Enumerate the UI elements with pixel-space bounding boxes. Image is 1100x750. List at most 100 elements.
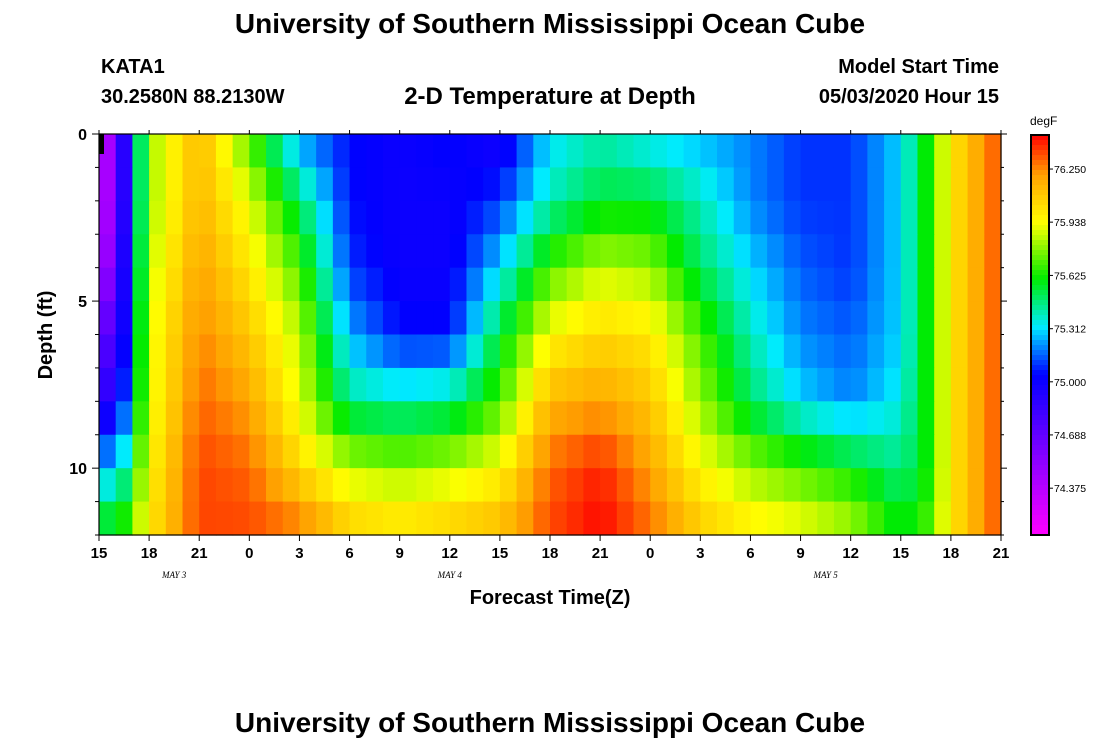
heatmap-cell xyxy=(416,167,434,202)
heatmap-cell xyxy=(666,334,685,369)
heatmap-cell xyxy=(666,267,685,302)
heatmap-cell xyxy=(382,234,401,269)
heatmap-cell xyxy=(199,367,217,402)
heatmap-cell xyxy=(449,200,468,235)
heatmap-cell xyxy=(316,301,334,336)
heatmap-cell xyxy=(550,234,568,269)
heatmap-cell xyxy=(132,200,150,235)
heatmap-cell xyxy=(783,468,802,503)
colorbar-swatch xyxy=(1031,300,1049,306)
colorbar-swatch xyxy=(1031,360,1049,366)
heatmap-cell xyxy=(115,234,133,269)
heatmap-cell xyxy=(717,200,735,235)
heatmap-cell xyxy=(249,468,267,503)
colorbar-swatch xyxy=(1031,245,1049,251)
heatmap-cell xyxy=(850,367,868,402)
heatmap-cell xyxy=(499,367,518,402)
heatmap-cell xyxy=(249,167,267,202)
colorbar-swatch xyxy=(1031,220,1049,226)
heatmap-cell xyxy=(783,134,802,169)
heatmap-cell xyxy=(817,234,835,269)
heatmap-cell xyxy=(683,167,701,202)
heatmap-cell xyxy=(967,301,985,336)
heatmap-cell xyxy=(967,334,985,369)
heatmap-cell xyxy=(800,501,818,536)
heatmap-cell xyxy=(132,367,150,402)
heatmap-cell xyxy=(917,501,935,536)
heatmap-cell xyxy=(433,167,451,202)
heatmap-cell xyxy=(717,468,735,503)
heatmap-cell xyxy=(182,434,200,469)
heatmap-cell xyxy=(650,301,668,336)
heatmap-cell xyxy=(850,401,868,436)
heatmap-cell xyxy=(750,167,768,202)
heatmap-cell xyxy=(650,134,668,169)
colorbar-swatch xyxy=(1031,165,1049,171)
heatmap-cell xyxy=(867,200,885,235)
heatmap-cell xyxy=(382,167,401,202)
heatmap-cell xyxy=(683,267,701,302)
heatmap-cell xyxy=(299,367,317,402)
colorbar-swatch xyxy=(1031,235,1049,241)
heatmap-cell xyxy=(165,434,184,469)
model-start-label: Model Start Time xyxy=(838,56,999,78)
heatmap-cell xyxy=(249,367,267,402)
heatmap-cell xyxy=(950,134,969,169)
heatmap-cell xyxy=(867,401,885,436)
heatmap-cell xyxy=(566,267,584,302)
heatmap-cell xyxy=(566,200,584,235)
heatmap-cell xyxy=(767,334,785,369)
heatmap-cell xyxy=(115,501,133,536)
heatmap-cell xyxy=(800,434,818,469)
heatmap-cell xyxy=(583,200,601,235)
heatmap-cell xyxy=(650,334,668,369)
colorbar-swatch xyxy=(1031,515,1049,521)
colorbar-swatch xyxy=(1031,490,1049,496)
heatmap-cell xyxy=(600,367,618,402)
heatmap-cell xyxy=(700,234,718,269)
heatmap-cell xyxy=(683,434,701,469)
heatmap-cell xyxy=(466,334,484,369)
heatmap-cell xyxy=(182,334,200,369)
heatmap-cell xyxy=(115,200,133,235)
heatmap-cell xyxy=(199,401,217,436)
heatmap-cell xyxy=(165,234,184,269)
heatmap-cell xyxy=(132,468,150,503)
heatmap-cell xyxy=(850,301,868,336)
heatmap-cell xyxy=(683,501,701,536)
date-label: MAY 3 xyxy=(161,570,187,580)
heatmap-cell xyxy=(165,401,184,436)
heatmap-cell xyxy=(616,267,635,302)
heatmap-cell xyxy=(984,134,1002,169)
heatmap-cell xyxy=(767,434,785,469)
heatmap-cell xyxy=(215,501,234,536)
heatmap-cell xyxy=(800,134,818,169)
heatmap-cell xyxy=(366,301,384,336)
colorbar-swatch xyxy=(1031,285,1049,291)
heatmap-cell xyxy=(366,200,384,235)
heatmap-cell xyxy=(733,434,752,469)
heatmap-cell xyxy=(984,334,1002,369)
heatmap-cell xyxy=(583,401,601,436)
heatmap-cell xyxy=(750,267,768,302)
heatmap-cell xyxy=(666,468,685,503)
heatmap-cell xyxy=(850,200,868,235)
heatmap-cell xyxy=(416,200,434,235)
heatmap-cell xyxy=(266,234,284,269)
heatmap-cell xyxy=(850,434,868,469)
heatmap-cell xyxy=(600,134,618,169)
model-start-value: 05/03/2020 Hour 15 xyxy=(818,86,999,108)
heatmap-cell xyxy=(650,468,668,503)
colorbar-swatch xyxy=(1031,250,1049,256)
heatmap-cell xyxy=(783,501,802,536)
heatmap-cell xyxy=(449,234,468,269)
heatmap-cell xyxy=(366,334,384,369)
x-tick-label: 15 xyxy=(892,545,909,562)
heatmap-cell xyxy=(466,401,484,436)
heatmap-cell xyxy=(884,200,902,235)
heatmap-cell xyxy=(99,301,117,336)
heatmap-cell xyxy=(583,134,601,169)
heatmap-cell xyxy=(550,468,568,503)
heatmap-cell xyxy=(783,401,802,436)
heatmap-cell xyxy=(934,434,952,469)
